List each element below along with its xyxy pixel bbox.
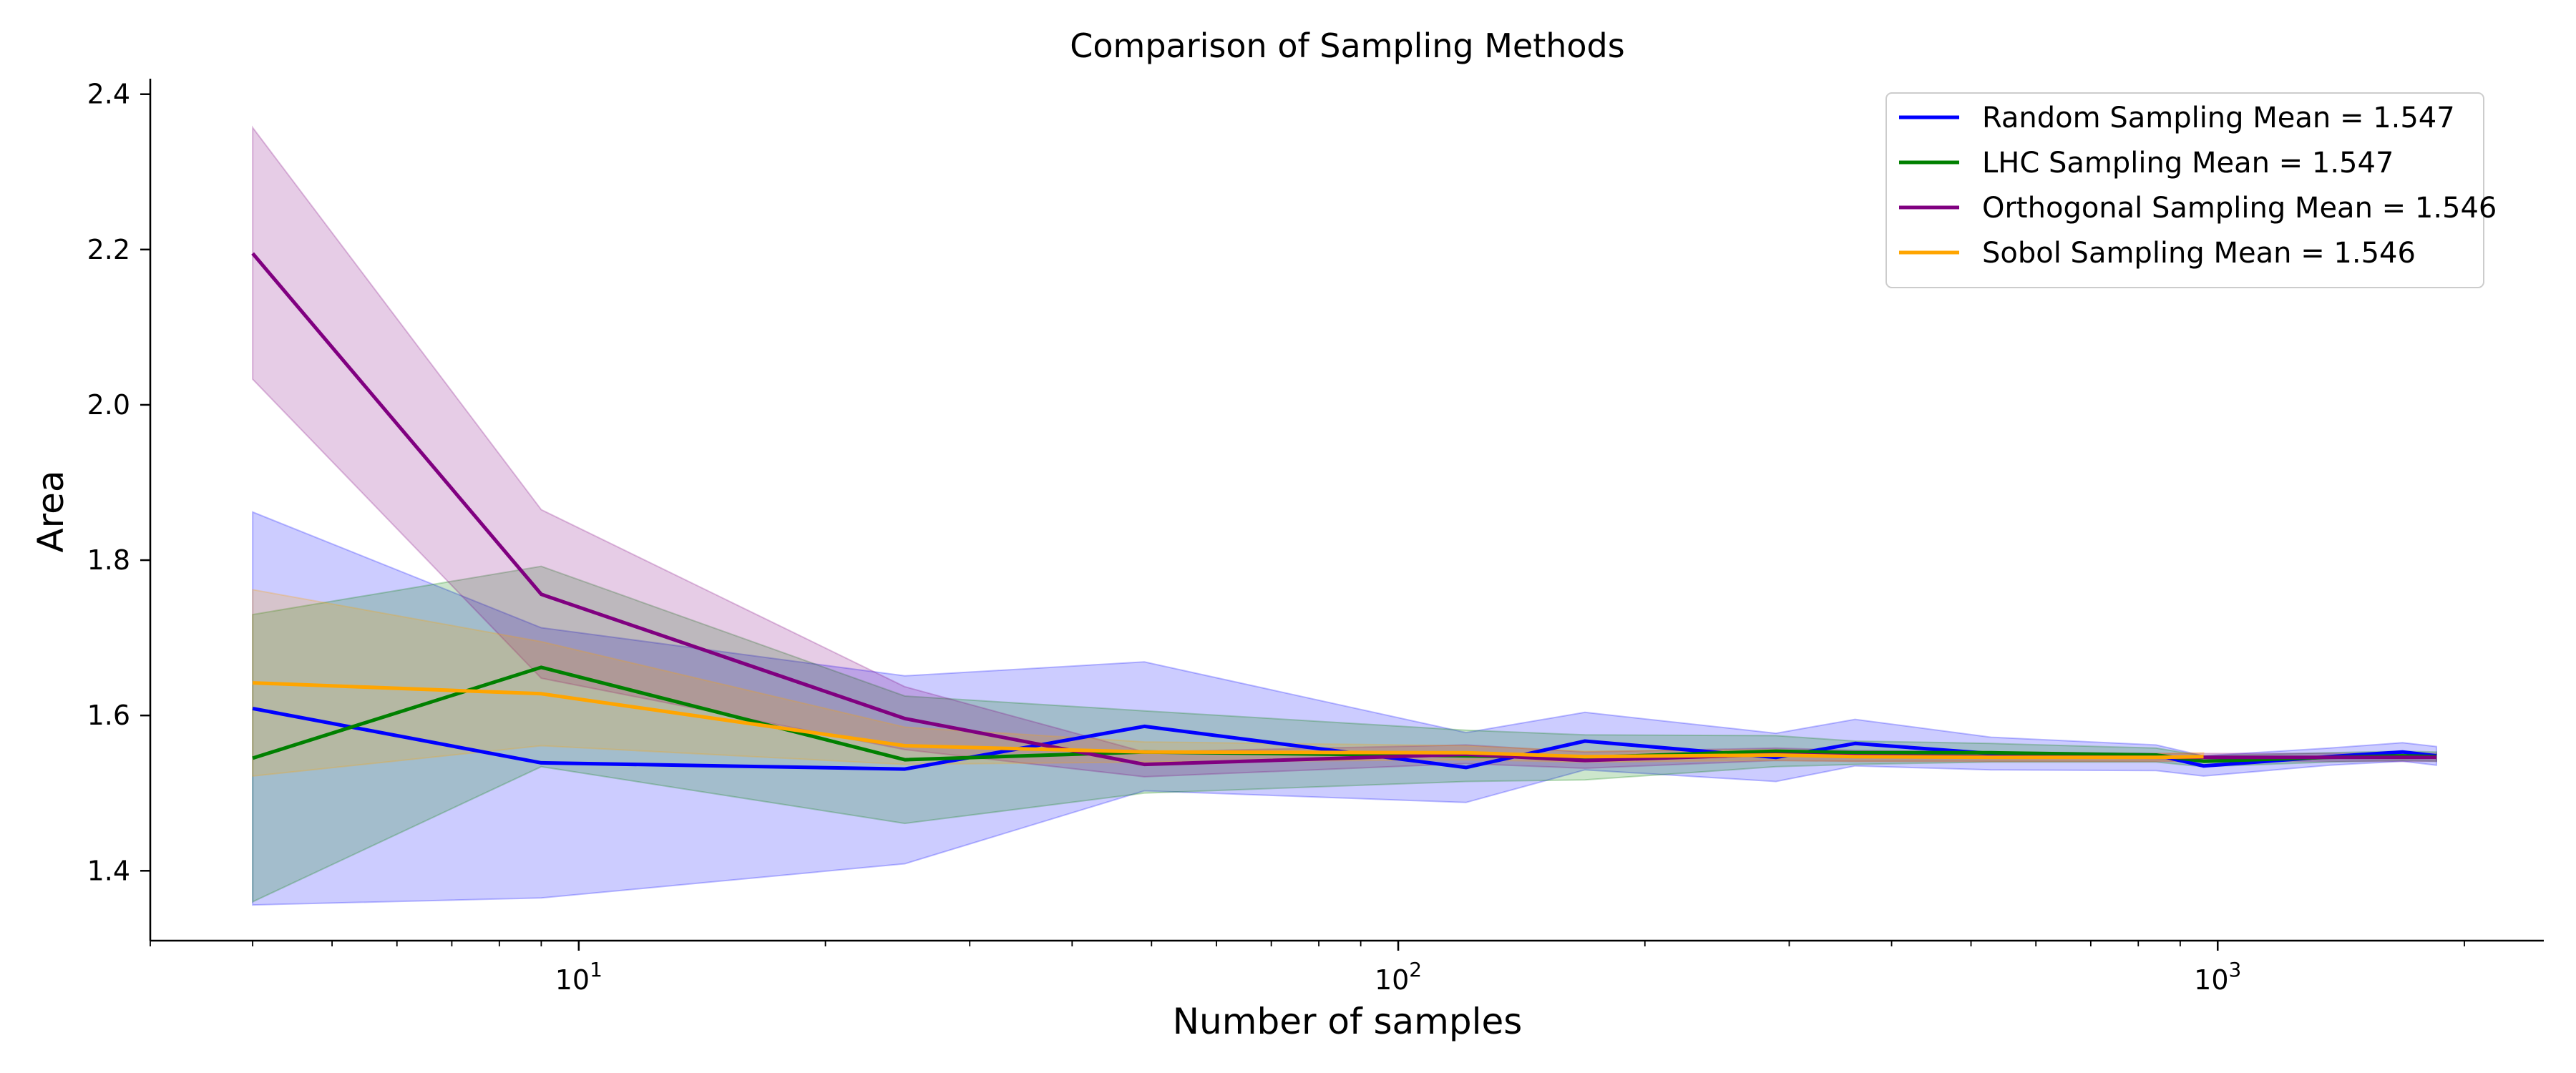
x-tick-label: 103 [2194, 958, 2241, 996]
chart-title: Comparison of Sampling Methods [1070, 26, 1624, 65]
confidence-band-1 [252, 511, 2437, 906]
legend-label-1: Random Sampling Mean = 1.547 [1982, 102, 2455, 134]
legend-label-3: Orthogonal Sampling Mean = 1.546 [1982, 192, 2497, 225]
legend-label-4: Sobol Sampling Mean = 1.546 [1982, 237, 2416, 270]
confidence-band-2 [252, 565, 2437, 903]
y-tick-label: 1.8 [87, 544, 130, 576]
y-tick-label: 2.4 [87, 79, 130, 110]
series-lines [251, 252, 2437, 771]
legend-label-2: LHC Sampling Mean = 1.547 [1982, 147, 2394, 180]
x-tick-label: 101 [555, 958, 602, 996]
y-axis-label: Area [30, 470, 72, 552]
y-tick-label: 1.4 [87, 855, 130, 886]
axes: 1.4 1.6 1.8 2.0 2.2 2.4 101 102 103 [87, 79, 2544, 996]
y-tick-label: 1.6 [87, 700, 130, 731]
x-tick-label: 102 [1375, 958, 1422, 996]
legend-box [1885, 92, 2484, 288]
legend: Random Sampling Mean = 1.547 LHC Sampling… [1885, 92, 2497, 288]
series-line-4 [253, 681, 2204, 760]
x-axis-label: Number of samples [1173, 1001, 1523, 1042]
y-tick-label: 2.0 [87, 389, 130, 421]
y-tick-label: 2.2 [87, 234, 130, 265]
